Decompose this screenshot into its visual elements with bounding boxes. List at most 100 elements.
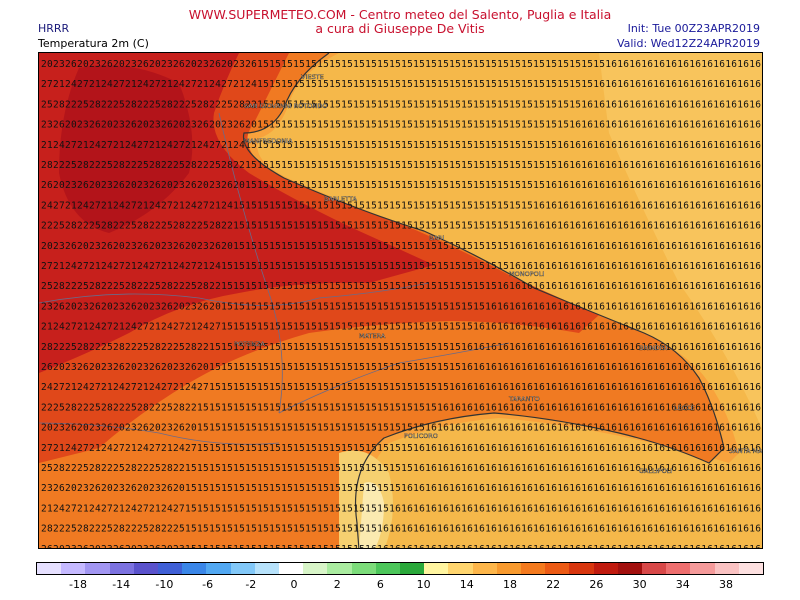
colorbar-swatch [158, 563, 183, 574]
colorbar-swatch [206, 563, 231, 574]
value-row: 2124272124272124272124272124272124151515… [41, 140, 761, 151]
colorbar [36, 562, 764, 575]
value-grid: 2023262023262023262023262023262023261515… [41, 59, 761, 549]
value-row: 2822252822252822252822252822151515151515… [41, 342, 761, 353]
value-row: 2124272124272124272124272124271515151515… [41, 322, 761, 333]
value-row: 2620232620232620232620232620232620151515… [41, 180, 761, 191]
colorbar-tick-label: 34 [675, 578, 690, 591]
city-label: BARLETTA [324, 195, 357, 203]
value-row: 2225282225282225282225282225282215151515… [41, 221, 761, 232]
colorbar-swatch [569, 563, 594, 574]
colorbar-swatch [109, 563, 134, 574]
colorbar-swatch [351, 563, 376, 574]
colorbar-swatch [375, 563, 401, 574]
value-row: 2326202326202326202326202326201515151515… [41, 301, 761, 312]
city-label: BRINDISI [639, 344, 668, 352]
city-label: POLICORO [404, 432, 438, 440]
colorbar-swatch [254, 563, 280, 574]
colorbar-swatch [327, 563, 352, 574]
city-label: POTENZA [234, 340, 265, 348]
colorbar-tick-label: -14 [112, 578, 131, 591]
parameter-label: Temperatura 2m (C) [38, 37, 149, 50]
colorbar-tick-label: -10 [155, 578, 174, 591]
colorbar-tick-label: 2 [333, 578, 341, 591]
colorbar-swatch [666, 563, 691, 574]
colorbar-swatch [690, 563, 715, 574]
value-row: 2427212427212427212427212427151515151515… [41, 382, 761, 393]
city-label: VIESTE [301, 73, 324, 81]
city-label: LECCE [674, 404, 695, 412]
colorbar-tick-label: 18 [503, 578, 517, 591]
colorbar-swatch [545, 563, 570, 574]
colorbar-swatch [738, 563, 764, 574]
colorbar-swatch [496, 563, 522, 574]
value-row: 2023262023262023262023262023262015151515… [41, 241, 761, 252]
open-sea-band [599, 53, 762, 429]
colorbar-tick-label: 22 [546, 578, 561, 591]
region-border [278, 342, 510, 414]
colorbar-tick-label: 38 [719, 578, 733, 591]
value-row: 2023262023262023262023262015151515151515… [41, 423, 761, 434]
city-label: GALLIPOLI [639, 467, 672, 475]
city-label: TARANTO [508, 395, 540, 403]
city-label: MONOPOLI [509, 270, 544, 278]
colorbar-swatch [521, 563, 546, 574]
region-border [39, 422, 280, 445]
colorbar-swatch [617, 563, 643, 574]
site-title: WWW.SUPERMETEO.COM - Centro meteo del Sa… [188, 7, 612, 22]
region-border [218, 112, 283, 414]
colorbar-swatch [400, 563, 425, 574]
land-peak [59, 65, 193, 233]
city-label: SANTA MARIA DI LEUCA [729, 447, 763, 455]
colorbar-tick-label: 10 [416, 578, 431, 591]
city-labels: VIESTE SAN GIOVANNI ROTONDO MANFREDONIA BAR… [234, 73, 763, 475]
value-row: 2620232620232620232620232620151515151515… [41, 362, 761, 373]
value-row: 2124272124272124272124271515151515151515… [41, 503, 761, 514]
colorbar-tick-label: 30 [632, 578, 647, 591]
city-label: MANFREDONIA [244, 137, 293, 145]
map-graphic: 2023262023262023262023262023262023261515… [39, 53, 763, 549]
valid-time: Valid: Wed12Z24APR2019 [616, 37, 760, 50]
city-label: SAN GIOVANNI ROTONDO [244, 102, 327, 110]
value-row: 2721242721242721242721242715151515151515… [41, 443, 761, 454]
value-row: 2326202326202326202326201515151515151515… [41, 483, 761, 494]
city-label: BARI [429, 234, 444, 242]
colorbar-tick-label: 0 [290, 578, 298, 591]
city-label: MATERA [359, 332, 386, 340]
value-row: 2326202326202326202326202326202326201515… [41, 120, 761, 131]
value-row: 2427212427212427212427212427212415151515… [41, 200, 761, 211]
colorbar-swatch [182, 563, 207, 574]
value-row: 2225282225282225282225282215151515151515… [41, 402, 761, 413]
colorbar-tick-label: 6 [376, 578, 384, 591]
init-time: Init: Tue 00Z23APR2019 [627, 22, 760, 35]
colorbar-swatch [593, 563, 618, 574]
colorbar-tick-label: -6 [202, 578, 214, 591]
colorbar-tick-label: -2 [245, 578, 257, 591]
cool-core [359, 482, 384, 548]
colorbar-swatch [714, 563, 739, 574]
colorbar-swatch [424, 563, 449, 574]
colorbar-ticks: -18 -14 -10 -6 -2 0 2 6 10 14 18 22 26 30 34 38 [36, 578, 764, 594]
value-row: 2620232620232620232620231515151515151515… [41, 544, 761, 549]
colorbar-swatch [472, 563, 497, 574]
colorbar-swatch [133, 563, 159, 574]
colorbar-swatch [37, 563, 62, 574]
colorbar-swatch [230, 563, 255, 574]
colorbar-swatch [279, 563, 304, 574]
coastline [242, 53, 725, 548]
value-row: 2528222528222528222528222528221515151515… [41, 281, 761, 292]
colorbar-swatch [303, 563, 328, 574]
colorbar-tick-label: 26 [589, 578, 604, 591]
colorbar-tick-label: 14 [459, 578, 474, 591]
colorbar-swatch [61, 563, 86, 574]
value-row: 2822252822252822252822251515151515151515… [41, 524, 761, 535]
colorbar-tick-label: -18 [69, 578, 87, 591]
value-row: 2721242721242721242721242721241515151515… [41, 261, 761, 272]
colorbar-swatch [642, 563, 667, 574]
region-border [39, 282, 430, 306]
temperature-map: 2023262023262023262023262023262023261515… [38, 52, 763, 549]
value-row: 2023262023262023262023262023262023261515… [41, 59, 761, 70]
value-row: 2528222528222528222528221515151515151515… [41, 463, 761, 474]
value-row: 2721242721242721242721242721242721241515… [41, 79, 761, 90]
colorbar-swatch [448, 563, 473, 574]
